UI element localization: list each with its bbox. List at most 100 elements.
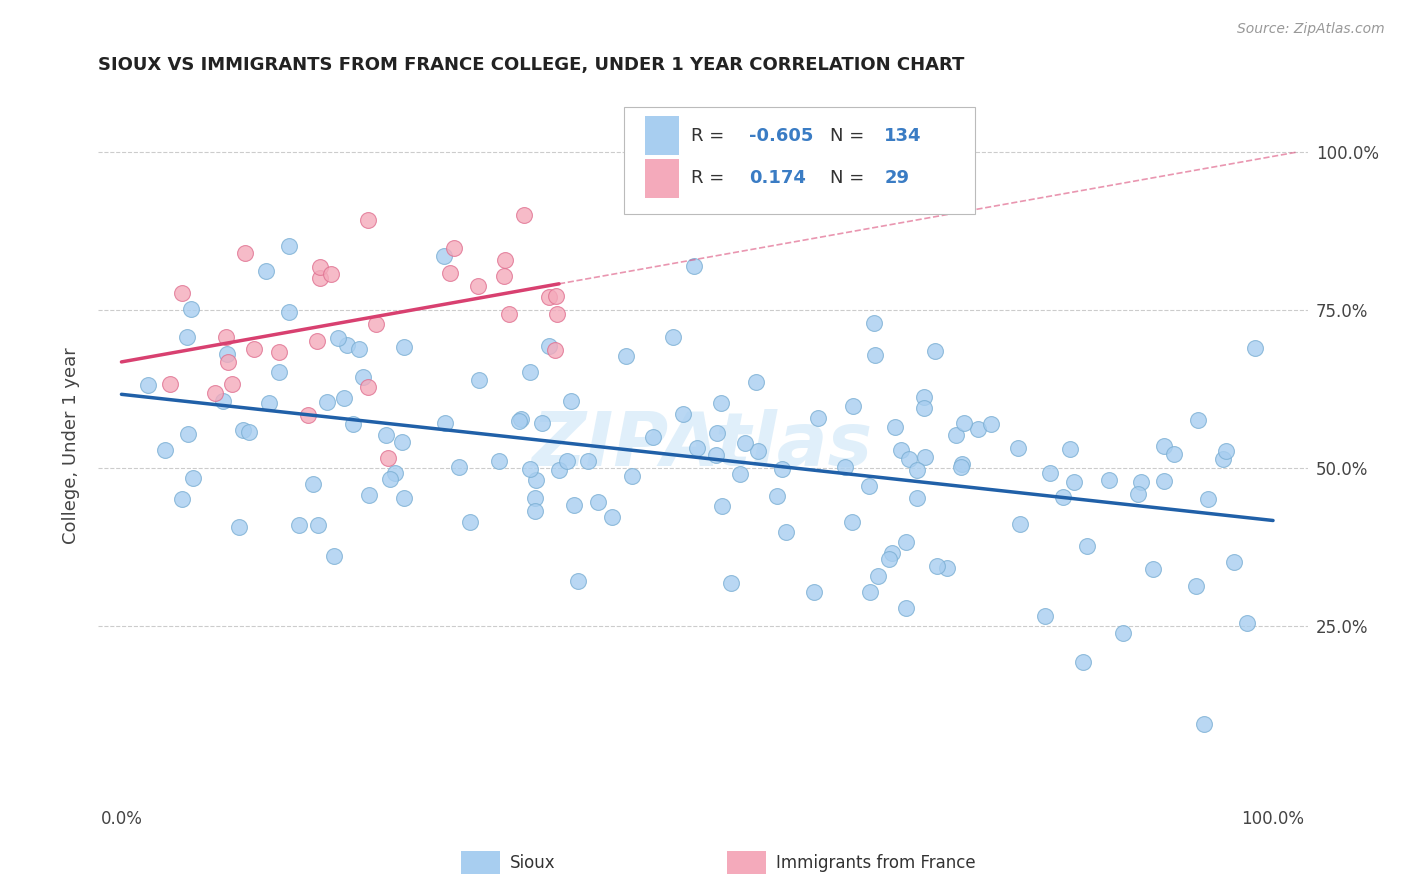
- Point: [807, 411, 830, 425]
- Point: [614, 349, 637, 363]
- Point: [181, 471, 204, 485]
- Point: [896, 600, 918, 615]
- Point: [277, 238, 299, 252]
- Point: [509, 412, 531, 426]
- Point: [384, 466, 406, 480]
- Point: [519, 462, 541, 476]
- Point: [218, 355, 240, 369]
- Text: Sioux: Sioux: [509, 854, 555, 871]
- Point: [966, 421, 988, 435]
- Point: [232, 423, 254, 437]
- Point: [307, 518, 329, 533]
- Point: [176, 427, 198, 442]
- Point: [914, 450, 936, 464]
- Point: [621, 469, 644, 483]
- Point: [254, 264, 277, 278]
- Point: [544, 343, 567, 358]
- Point: [328, 331, 350, 345]
- Point: [308, 260, 330, 275]
- Point: [1197, 492, 1219, 507]
- Point: [513, 208, 536, 222]
- Point: [1008, 516, 1031, 531]
- Point: [896, 534, 918, 549]
- Point: [352, 370, 374, 384]
- Point: [841, 399, 863, 413]
- Point: [277, 305, 299, 319]
- Point: [302, 476, 325, 491]
- Point: [537, 339, 560, 353]
- Point: [953, 417, 976, 431]
- Point: [217, 347, 239, 361]
- Point: [319, 267, 342, 281]
- Point: [1187, 413, 1209, 427]
- Point: [374, 427, 396, 442]
- Point: [858, 478, 880, 492]
- Point: [524, 491, 547, 505]
- Point: [747, 443, 769, 458]
- Point: [342, 417, 364, 431]
- Point: [267, 365, 290, 379]
- Point: [392, 340, 415, 354]
- Point: [576, 454, 599, 468]
- Text: ZIPAtlas: ZIPAtlas: [533, 409, 873, 483]
- Point: [228, 519, 250, 533]
- Point: [1039, 466, 1062, 480]
- Point: [524, 473, 547, 487]
- Point: [1185, 579, 1208, 593]
- Text: R =: R =: [690, 127, 730, 145]
- Point: [508, 414, 530, 428]
- Point: [866, 569, 889, 583]
- Point: [980, 417, 1002, 431]
- Point: [1098, 473, 1121, 487]
- Point: [686, 442, 709, 456]
- Point: [1130, 475, 1153, 489]
- Point: [562, 499, 585, 513]
- Point: [297, 408, 319, 422]
- Point: [734, 435, 756, 450]
- Text: 0.174: 0.174: [749, 169, 806, 187]
- Point: [336, 338, 359, 352]
- Point: [347, 342, 370, 356]
- Point: [924, 344, 946, 359]
- Point: [1142, 562, 1164, 576]
- Point: [333, 391, 356, 405]
- Point: [863, 316, 886, 330]
- Point: [439, 266, 461, 280]
- Point: [221, 376, 243, 391]
- Point: [159, 376, 181, 391]
- Point: [890, 443, 912, 458]
- Point: [770, 462, 793, 476]
- Point: [257, 396, 280, 410]
- Point: [357, 212, 380, 227]
- FancyBboxPatch shape: [461, 851, 501, 874]
- Point: [1007, 441, 1029, 455]
- Point: [1033, 608, 1056, 623]
- Point: [242, 342, 264, 356]
- Point: [949, 460, 972, 475]
- Point: [176, 330, 198, 344]
- Point: [704, 448, 727, 462]
- Point: [567, 574, 589, 588]
- Point: [859, 585, 882, 599]
- Point: [905, 463, 928, 477]
- Point: [730, 467, 752, 481]
- Point: [706, 425, 728, 440]
- Point: [682, 259, 704, 273]
- Point: [212, 393, 235, 408]
- Point: [544, 289, 567, 303]
- Point: [834, 460, 856, 475]
- Point: [905, 491, 928, 505]
- Point: [936, 560, 959, 574]
- Point: [494, 269, 516, 284]
- Point: [914, 390, 936, 404]
- Point: [710, 499, 733, 513]
- Point: [557, 454, 579, 468]
- Point: [912, 401, 935, 415]
- Point: [468, 373, 491, 387]
- Point: [498, 307, 520, 321]
- Point: [1163, 447, 1185, 461]
- Point: [433, 249, 456, 263]
- Point: [323, 549, 346, 564]
- Point: [1063, 475, 1085, 489]
- Point: [538, 290, 561, 304]
